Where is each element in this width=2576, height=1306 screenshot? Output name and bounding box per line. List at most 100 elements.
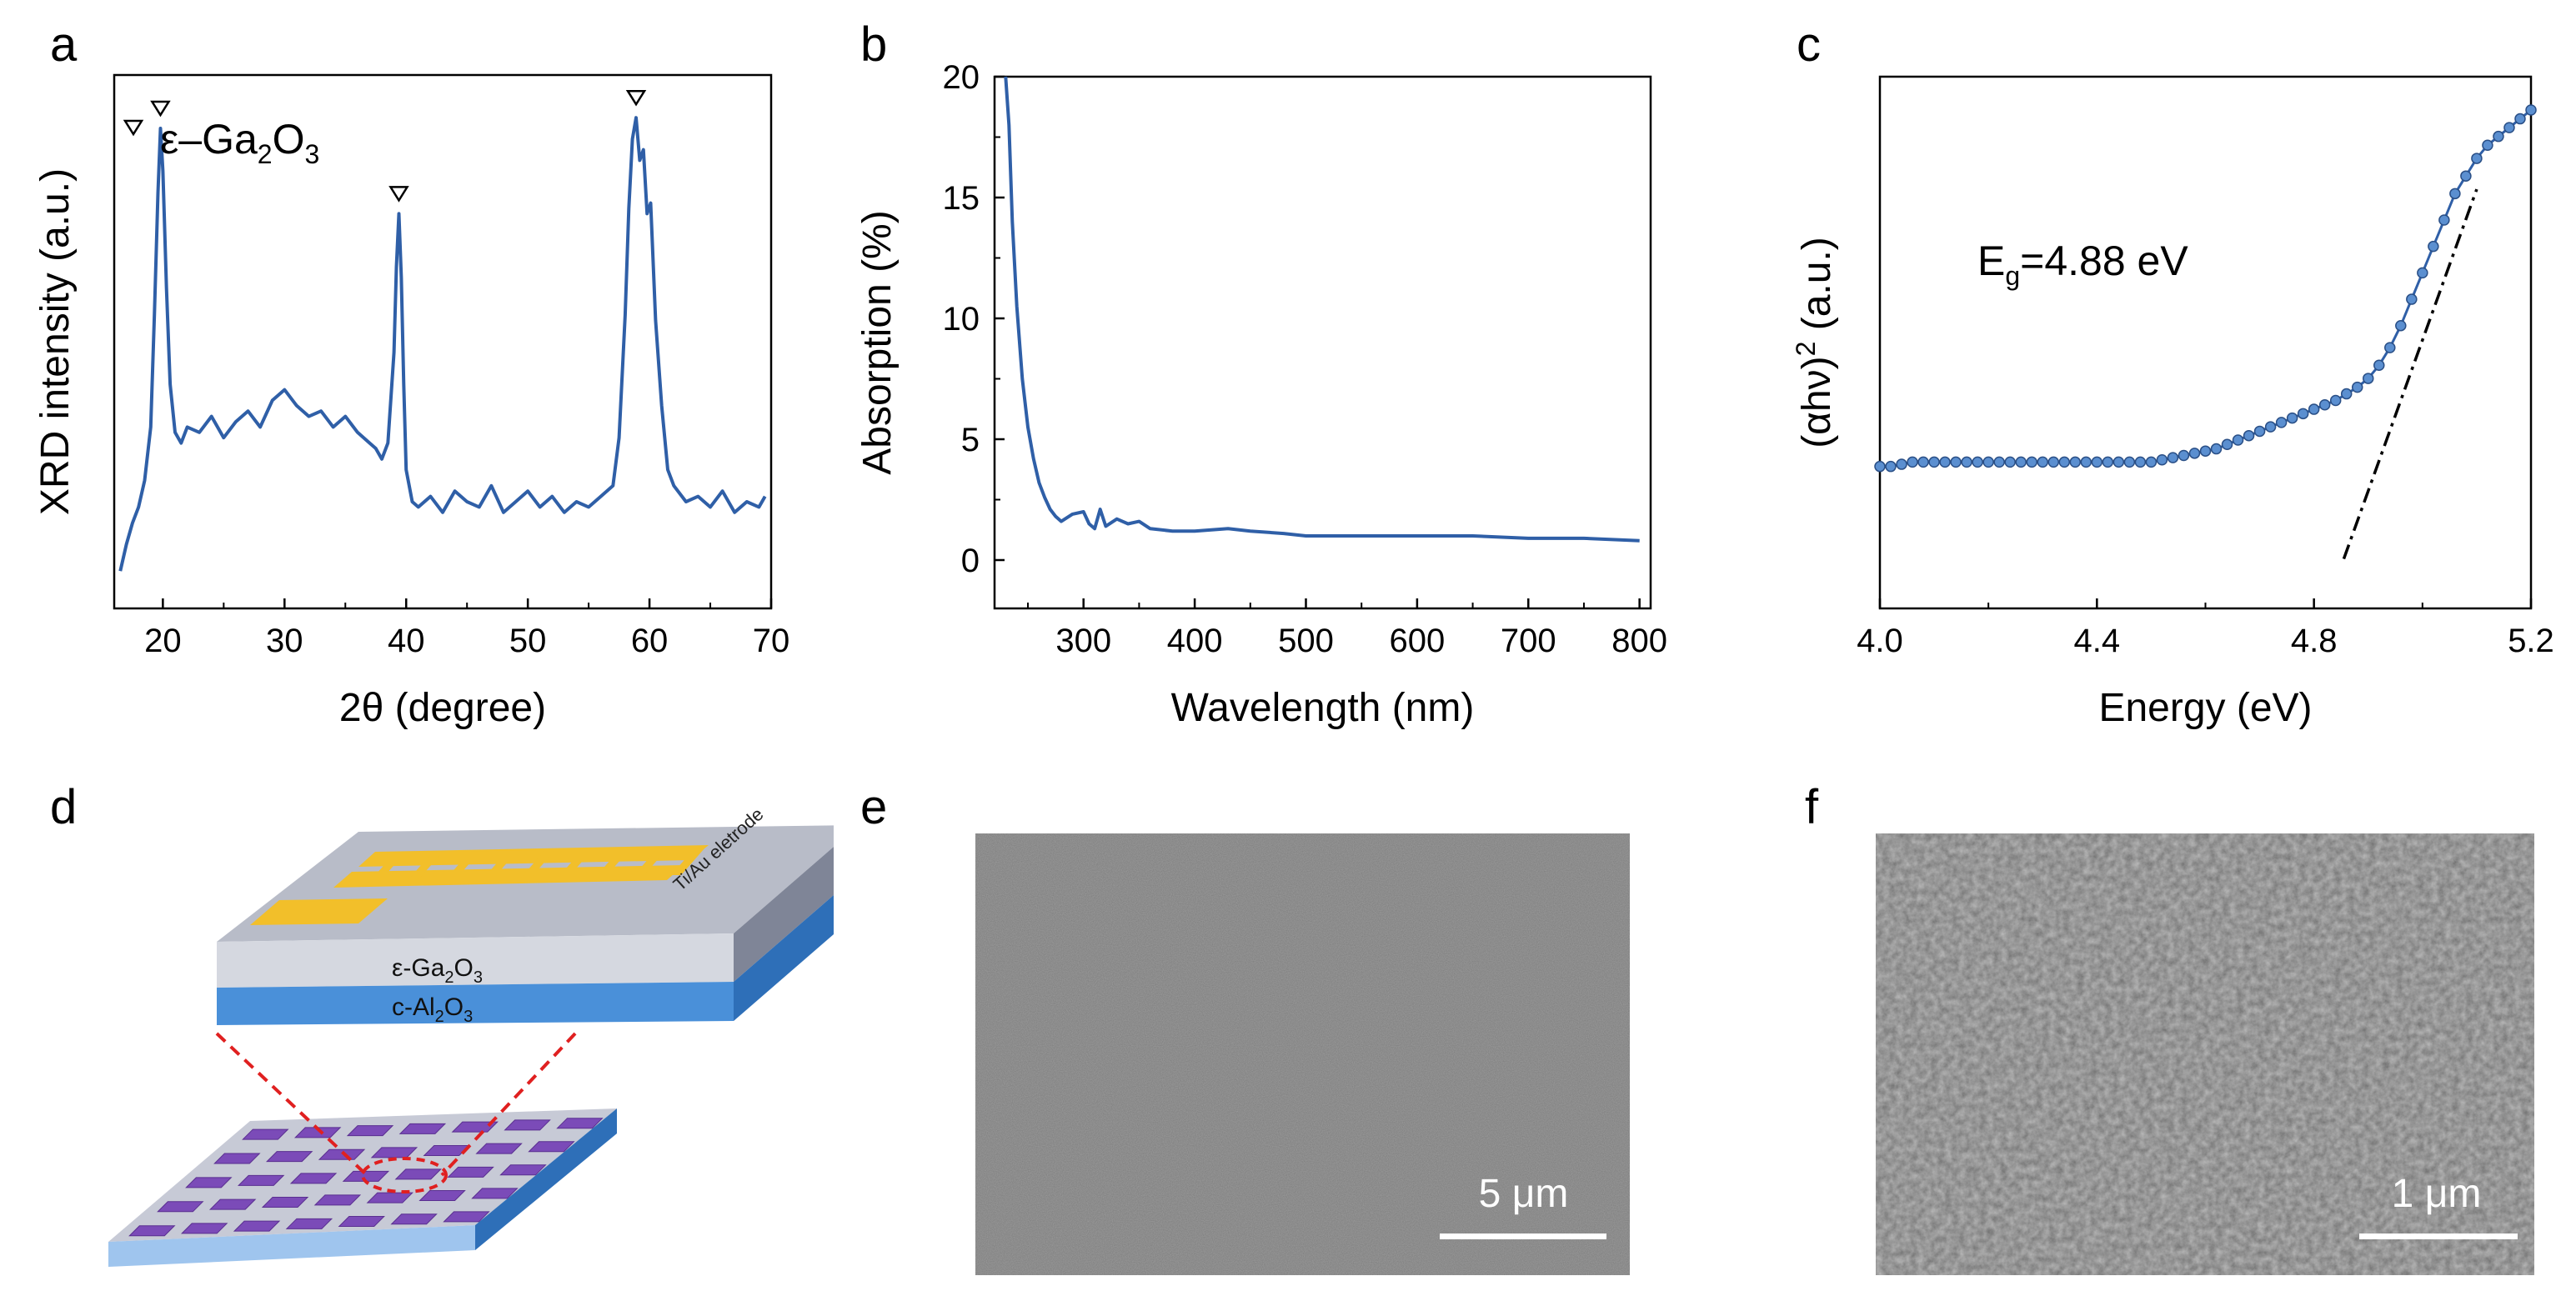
data-point xyxy=(2329,394,2342,407)
data-point xyxy=(2318,399,2331,411)
data-point xyxy=(2340,388,2353,400)
chip xyxy=(398,1123,447,1134)
plot-frame xyxy=(1878,75,2533,610)
chip xyxy=(233,1220,281,1232)
chip xyxy=(185,1177,233,1188)
data-point xyxy=(1885,460,1897,473)
data-point xyxy=(2188,448,2201,459)
data-point xyxy=(2145,456,2158,468)
chip xyxy=(208,1198,257,1210)
legend-marker xyxy=(123,119,144,137)
x-tick-label: 700 xyxy=(1501,623,1556,659)
data-point xyxy=(1950,456,1962,468)
data-point xyxy=(2112,456,2125,468)
y-tick-label: 10 xyxy=(943,301,980,338)
tauc-plot: 4.0 4.4 4.8 5.2 Energy (eV) (αhν)2 (a.u.) Eg=4… xyxy=(1791,75,2554,730)
data-point xyxy=(2308,403,2320,415)
data-point xyxy=(1907,456,1918,468)
panel-letter-a: a xyxy=(50,18,78,72)
electrode-finger xyxy=(596,849,629,877)
data-point xyxy=(2493,130,2504,143)
data-point xyxy=(2275,417,2288,428)
electrode-fingers xyxy=(371,848,704,880)
data-point xyxy=(2199,445,2212,457)
scale-label-e: 5 μm xyxy=(1478,1172,1569,1216)
data-point xyxy=(1972,456,1983,468)
data-point xyxy=(2004,456,2016,468)
chip xyxy=(242,1128,289,1140)
data-point xyxy=(2297,408,2309,420)
chip xyxy=(447,1166,494,1178)
chip xyxy=(443,1211,490,1223)
panel-letter-d: d xyxy=(50,780,78,834)
x-tick-label: 60 xyxy=(631,623,669,659)
y-axis-label: Absorption (%) xyxy=(855,210,900,474)
electrode-finger xyxy=(446,852,479,879)
y-tick-label: 5 xyxy=(961,422,980,458)
x-tick-label: 600 xyxy=(1390,623,1446,659)
chip xyxy=(289,1173,338,1184)
chip xyxy=(390,1213,438,1225)
chip xyxy=(318,1148,366,1160)
data-point xyxy=(2058,456,2071,468)
series-line xyxy=(1880,108,2532,468)
data-point xyxy=(2449,188,2461,200)
y-axis-label: (αhν)2 (a.u.) xyxy=(1791,237,1839,448)
peak-marker xyxy=(150,100,171,118)
electrode-finger xyxy=(671,848,704,875)
x-tick-label: 300 xyxy=(1055,623,1111,659)
electrode-finger xyxy=(371,853,404,880)
data-point xyxy=(2253,425,2266,438)
chip xyxy=(180,1223,228,1234)
absorption-chart: 300 400 500 600 700 800 0 5 10 15 20 Wavelength (nm… xyxy=(855,59,1667,730)
zoom-line-left xyxy=(215,1032,368,1177)
y-tick-label: 0 xyxy=(961,543,980,579)
data-point xyxy=(2047,456,2060,468)
data-point xyxy=(2167,452,2179,463)
chip xyxy=(157,1201,204,1213)
data-point xyxy=(2232,434,2244,446)
x-tick-label: 70 xyxy=(753,623,790,659)
data-point xyxy=(2243,429,2255,442)
chip xyxy=(504,1119,551,1131)
fit-line xyxy=(2342,188,2478,560)
x-tick-label: 20 xyxy=(144,623,182,659)
x-tick-label: 400 xyxy=(1167,623,1223,659)
chip xyxy=(499,1164,547,1176)
x-tick-label: 30 xyxy=(266,623,303,659)
data-point xyxy=(2428,240,2439,253)
electrode-finger xyxy=(559,850,592,878)
device-schematic: Ti/Au eletrode ε-Ga2O3 c-Al2O3 xyxy=(108,803,834,1267)
scale-label-f: 1 μm xyxy=(2391,1172,2482,1216)
data-point xyxy=(1982,456,1994,468)
chip xyxy=(237,1174,285,1186)
chip xyxy=(213,1153,261,1164)
chip xyxy=(418,1190,466,1202)
data-point xyxy=(1928,456,1940,468)
chip xyxy=(451,1121,499,1133)
data-point xyxy=(2417,267,2428,279)
x-tick-label: 500 xyxy=(1278,623,1334,659)
y-tick-label: 15 xyxy=(943,180,980,217)
chip xyxy=(261,1196,309,1208)
series-line xyxy=(1004,76,1640,543)
x-tick-label: 800 xyxy=(1611,623,1667,659)
data-point xyxy=(1896,458,1907,470)
data-point xyxy=(2091,456,2103,468)
series-line xyxy=(118,116,767,572)
layer-top-label: ε-Ga2O3 xyxy=(392,954,483,987)
data-point xyxy=(2210,443,2223,455)
data-point xyxy=(2026,456,2037,468)
data-point xyxy=(2406,293,2418,305)
x-axis-label: Wavelength (nm) xyxy=(1171,686,1475,730)
data-point xyxy=(2373,359,2385,371)
layer-bottom-label: c-Al2O3 xyxy=(392,993,473,1026)
chip xyxy=(556,1118,604,1129)
electrode-finger xyxy=(634,848,667,876)
zoom-line-right xyxy=(440,1032,577,1177)
data-point xyxy=(2471,153,2483,164)
electrode-finger xyxy=(521,851,554,878)
chip-array xyxy=(128,1118,604,1237)
x-tick-label: 5.2 xyxy=(2508,623,2554,659)
data-point xyxy=(2482,139,2493,151)
